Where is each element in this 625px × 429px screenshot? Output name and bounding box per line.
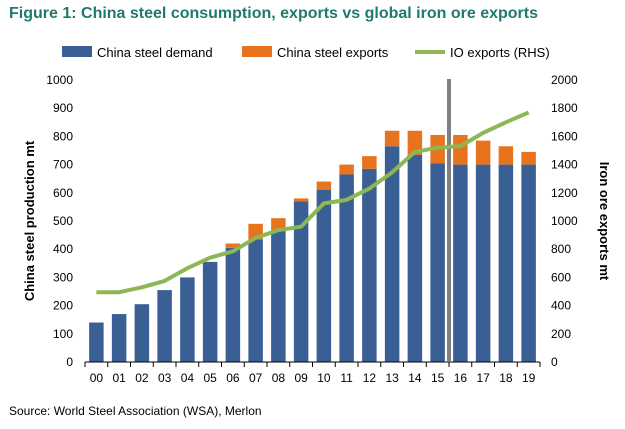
bar-demand-17 bbox=[475, 164, 491, 362]
bar-demand-10 bbox=[316, 189, 332, 362]
y-tick-label: 300 bbox=[53, 270, 73, 284]
bar-demand-14 bbox=[407, 154, 423, 362]
bar-demand-06 bbox=[225, 247, 241, 362]
y2-tick-label: 600 bbox=[551, 270, 571, 284]
x-tick-label: 17 bbox=[476, 371, 490, 385]
bar-exports-18 bbox=[498, 146, 514, 165]
y2-tick-label: 0 bbox=[551, 355, 558, 369]
bar-exports-12 bbox=[362, 156, 377, 169]
x-tick-label: 06 bbox=[226, 371, 240, 385]
x-tick-label: 10 bbox=[317, 371, 331, 385]
bar-exports-10 bbox=[316, 181, 332, 190]
bar-demand-03 bbox=[157, 290, 172, 362]
y2-tick-label: 200 bbox=[551, 327, 571, 341]
legend-swatch-0 bbox=[62, 46, 92, 57]
bar-demand-02 bbox=[134, 304, 150, 362]
bar-exports-14 bbox=[407, 130, 423, 155]
y-tick-label: 400 bbox=[53, 242, 73, 256]
bar-demand-12 bbox=[362, 168, 377, 362]
y2-tick-label: 800 bbox=[551, 242, 571, 256]
bar-exports-09 bbox=[293, 198, 309, 202]
bar-demand-05 bbox=[202, 261, 218, 362]
bar-demand-04 bbox=[180, 277, 195, 362]
source-note: Source: World Steel Association (WSA), M… bbox=[9, 404, 262, 418]
bar-exports-16 bbox=[453, 134, 468, 165]
legend-label-2: IO exports (RHS) bbox=[450, 45, 550, 60]
y-tick-label: 500 bbox=[53, 214, 73, 228]
bar-demand-13 bbox=[384, 146, 400, 362]
chart-title: Figure 1: China steel consumption, expor… bbox=[9, 5, 538, 22]
bar-demand-09 bbox=[293, 201, 309, 362]
x-tick-label: 12 bbox=[363, 371, 377, 385]
y-tick-label: 700 bbox=[53, 158, 73, 172]
legend-label-0: China steel demand bbox=[97, 45, 213, 60]
x-tick-label: 04 bbox=[181, 371, 195, 385]
y-tick-label: 0 bbox=[66, 355, 73, 369]
bar-exports-11 bbox=[339, 164, 354, 175]
x-tick-label: 11 bbox=[340, 371, 353, 385]
bar-exports-17 bbox=[475, 140, 491, 165]
x-tick-label: 00 bbox=[90, 371, 104, 385]
bar-demand-15 bbox=[430, 163, 445, 362]
bar-demand-08 bbox=[271, 230, 286, 362]
y-tick-label: 1000 bbox=[46, 73, 73, 87]
legend-label-1: China steel exports bbox=[277, 45, 389, 60]
y-tick-label: 800 bbox=[53, 129, 73, 143]
x-tick-label: 15 bbox=[431, 371, 445, 385]
x-tick-label: 07 bbox=[249, 371, 263, 385]
y-tick-label: 100 bbox=[53, 327, 73, 341]
y-tick-label: 900 bbox=[53, 101, 73, 115]
x-tick-label: 14 bbox=[408, 371, 422, 385]
y2-tick-label: 1800 bbox=[551, 101, 578, 115]
x-tick-label: 18 bbox=[499, 371, 513, 385]
y2-tick-label: 1000 bbox=[551, 214, 578, 228]
x-tick-label: 08 bbox=[272, 371, 286, 385]
bar-demand-11 bbox=[339, 174, 354, 362]
io-exports-line bbox=[96, 110, 530, 295]
bar-demand-18 bbox=[498, 164, 514, 362]
bar-demand-01 bbox=[111, 314, 127, 362]
bar-demand-07 bbox=[248, 239, 263, 362]
bar-exports-19 bbox=[521, 151, 536, 165]
x-tick-label: 03 bbox=[158, 371, 172, 385]
bar-exports-13 bbox=[384, 130, 400, 147]
x-tick-label: 02 bbox=[135, 371, 149, 385]
legend-swatch-1 bbox=[242, 46, 272, 57]
y2-tick-label: 1600 bbox=[551, 129, 578, 143]
y-tick-label: 200 bbox=[53, 299, 73, 313]
y2-tick-label: 1200 bbox=[551, 186, 578, 200]
bar-exports-06 bbox=[225, 243, 241, 248]
y2-tick-label: 400 bbox=[551, 299, 571, 313]
bar-demand-19 bbox=[521, 164, 536, 362]
y2-axis-title: Iron ore exports mt bbox=[597, 162, 612, 281]
x-tick-label: 09 bbox=[294, 371, 308, 385]
y-axis-title: China steel production mt bbox=[22, 140, 37, 301]
x-tick-label: 05 bbox=[203, 371, 217, 385]
y-tick-label: 600 bbox=[53, 186, 73, 200]
y2-tick-label: 2000 bbox=[551, 73, 578, 87]
x-tick-label: 13 bbox=[385, 371, 399, 385]
bar-demand-00 bbox=[89, 322, 104, 362]
bar-demand-16 bbox=[453, 164, 468, 362]
x-tick-label: 01 bbox=[112, 371, 126, 385]
x-tick-label: 19 bbox=[522, 371, 536, 385]
y2-tick-label: 1400 bbox=[551, 158, 578, 172]
x-tick-label: 16 bbox=[454, 371, 468, 385]
